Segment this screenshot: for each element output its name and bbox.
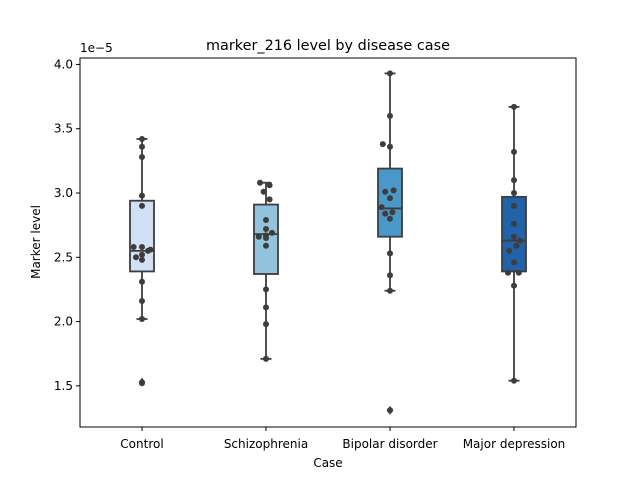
data-point-control: [130, 244, 137, 250]
data-point-schizophrenia: [263, 226, 269, 232]
data-point-major-depression: [511, 177, 517, 184]
data-point-major-depression: [505, 269, 511, 276]
y-axis-label: Marker level: [29, 205, 43, 279]
offset-text: 1e−5: [80, 41, 113, 55]
data-point-control: [133, 254, 139, 261]
data-point-schizophrenia: [263, 286, 269, 293]
plot-frame: [79, 57, 577, 428]
data-point-major-depression: [511, 220, 517, 227]
x-tick-label: Bipolar disorder: [342, 437, 437, 451]
data-point-bipolar-disorder: [387, 70, 393, 77]
y-tick-label: 2.5: [54, 250, 73, 264]
x-axis-label: Case: [313, 456, 342, 470]
data-point-control: [139, 244, 145, 250]
data-point-major-depression: [517, 237, 523, 244]
data-point-bipolar-disorder: [379, 141, 386, 148]
box-bipolar-disorder: [377, 167, 403, 238]
data-point-bipolar-disorder: [382, 188, 389, 195]
data-point-major-depression: [511, 233, 517, 240]
plot-marks: 1.5 2.0 2.5 3.0 3.5 4.0 Control Schizophrenia Bi…: [54, 57, 565, 451]
y-tick-label: 2.0: [54, 315, 73, 329]
data-point-control: [139, 278, 145, 285]
data-point-bipolar-disorder: [387, 287, 393, 294]
data-point-bipolar-disorder: [387, 272, 393, 279]
data-point-control: [139, 192, 145, 199]
data-point-control: [139, 380, 145, 387]
x-tick-label: Control: [120, 437, 163, 451]
x-tick-label: Schizophrenia: [224, 437, 308, 451]
data-point-schizophrenia: [257, 179, 263, 186]
data-point-control: [139, 202, 145, 209]
y-tick-label: 1.5: [54, 379, 73, 393]
data-point-major-depression: [513, 242, 520, 249]
data-point-control: [139, 143, 145, 150]
x-tick-label: Major depression: [463, 437, 566, 451]
data-point-bipolar-disorder: [387, 143, 393, 150]
data-point-schizophrenia: [263, 242, 269, 249]
data-point-bipolar-disorder: [387, 407, 393, 414]
data-point-schizophrenia: [263, 217, 269, 223]
data-point-major-depression: [511, 202, 517, 209]
data-point-bipolar-disorder: [387, 215, 393, 222]
data-point-control: [139, 251, 145, 258]
data-point-major-depression: [511, 377, 517, 384]
data-point-control: [139, 256, 145, 263]
data-point-bipolar-disorder: [382, 210, 389, 217]
y-tick-label: 4.0: [54, 57, 73, 71]
data-point-schizophrenia: [266, 182, 273, 189]
data-point-major-depression: [511, 259, 517, 266]
data-point-schizophrenia: [263, 321, 269, 328]
data-point-bipolar-disorder: [387, 195, 393, 202]
y-tick-label: 3.5: [54, 122, 73, 136]
data-point-schizophrenia: [263, 355, 269, 362]
y-tick-label: 3.0: [54, 186, 73, 200]
data-point-control: [139, 136, 145, 142]
data-point-bipolar-disorder: [387, 250, 393, 257]
data-point-bipolar-disorder: [387, 112, 393, 119]
data-point-schizophrenia: [263, 235, 269, 241]
chart-title: marker_216 level by disease case: [206, 38, 450, 54]
data-point-bipolar-disorder: [389, 209, 396, 216]
data-point-major-depression: [511, 190, 517, 196]
data-point-schizophrenia: [269, 229, 275, 236]
data-point-control: [139, 298, 145, 304]
data-point-schizophrenia: [263, 304, 269, 311]
data-point-schizophrenia: [260, 188, 267, 195]
data-point-control: [139, 154, 145, 160]
data-point-major-depression: [506, 247, 513, 254]
data-point-bipolar-disorder: [390, 187, 397, 194]
data-point-major-depression: [511, 103, 517, 110]
data-point-control: [139, 316, 145, 322]
data-point-control: [145, 247, 151, 254]
data-point-schizophrenia: [255, 233, 262, 240]
data-point-major-depression: [515, 269, 522, 276]
data-point-major-depression: [511, 148, 517, 155]
data-point-major-depression: [511, 282, 517, 289]
data-point-schizophrenia: [266, 196, 273, 203]
data-point-bipolar-disorder: [378, 204, 385, 211]
